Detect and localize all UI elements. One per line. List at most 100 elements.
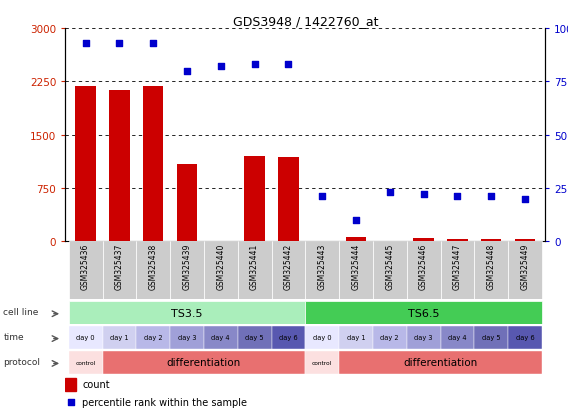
Bar	[441, 326, 474, 349]
Bar	[407, 242, 441, 299]
Bar	[102, 242, 136, 299]
Text: day 4: day 4	[211, 335, 230, 341]
Text: GSM325444: GSM325444	[352, 243, 361, 290]
Title: GDS3948 / 1422760_at: GDS3948 / 1422760_at	[232, 15, 378, 28]
Text: GSM325436: GSM325436	[81, 243, 90, 290]
Text: differentiation: differentiation	[403, 357, 478, 368]
Bar	[407, 326, 441, 349]
Bar	[306, 326, 339, 349]
Bar	[346, 238, 366, 242]
Bar	[69, 351, 102, 374]
Text: GSM325448: GSM325448	[487, 243, 496, 290]
Text: day 0: day 0	[76, 335, 95, 341]
Bar	[515, 240, 535, 242]
Text: GSM325446: GSM325446	[419, 243, 428, 290]
Text: control: control	[312, 360, 332, 365]
Text: day 1: day 1	[346, 335, 365, 341]
Bar	[306, 242, 339, 299]
Text: time: time	[3, 332, 24, 341]
Text: day 2: day 2	[144, 335, 162, 341]
Text: TS6.5: TS6.5	[408, 308, 440, 318]
Text: GSM325437: GSM325437	[115, 243, 124, 290]
Point	[318, 194, 327, 200]
Text: GSM325445: GSM325445	[385, 243, 394, 290]
Bar	[339, 351, 542, 374]
Bar	[177, 165, 197, 242]
Text: day 3: day 3	[414, 335, 433, 341]
Bar	[204, 326, 237, 349]
Text: day 5: day 5	[482, 335, 500, 341]
Bar	[237, 326, 272, 349]
Text: GSM325439: GSM325439	[182, 243, 191, 290]
Point	[453, 194, 462, 200]
Point	[520, 196, 529, 202]
Point	[115, 40, 124, 47]
Point	[385, 190, 394, 196]
Point	[216, 64, 225, 71]
Bar	[447, 240, 467, 242]
Bar	[170, 242, 204, 299]
Bar	[306, 351, 339, 374]
Bar	[508, 242, 542, 299]
Text: day 0: day 0	[313, 335, 332, 341]
Bar	[339, 242, 373, 299]
Bar	[136, 242, 170, 299]
Text: day 6: day 6	[279, 335, 298, 341]
Bar	[143, 87, 164, 242]
Bar	[204, 242, 237, 299]
Bar	[109, 90, 130, 242]
Bar	[474, 242, 508, 299]
Bar	[481, 240, 502, 242]
Text: day 5: day 5	[245, 335, 264, 341]
Text: cell line: cell line	[3, 307, 39, 316]
Point	[419, 192, 428, 198]
Bar	[441, 242, 474, 299]
Bar	[170, 326, 204, 349]
Bar	[306, 301, 542, 324]
Point	[284, 62, 293, 69]
Bar	[373, 242, 407, 299]
Bar	[244, 157, 265, 242]
Bar	[373, 326, 407, 349]
Text: TS3.5: TS3.5	[171, 308, 203, 318]
Bar	[102, 351, 306, 374]
Point	[81, 40, 90, 47]
Bar	[339, 326, 373, 349]
Text: percentile rank within the sample: percentile rank within the sample	[82, 397, 247, 407]
Text: protocol: protocol	[3, 357, 40, 366]
Bar	[69, 326, 102, 349]
Point	[66, 399, 75, 406]
Bar	[278, 158, 299, 242]
Bar	[237, 242, 272, 299]
Point	[487, 194, 496, 200]
Point	[149, 40, 158, 47]
Text: GSM325441: GSM325441	[250, 243, 259, 290]
Text: day 4: day 4	[448, 335, 467, 341]
Text: differentiation: differentiation	[167, 357, 241, 368]
Text: count: count	[82, 380, 110, 389]
Point	[182, 68, 191, 75]
Text: day 3: day 3	[178, 335, 197, 341]
Text: day 2: day 2	[381, 335, 399, 341]
Bar	[69, 301, 306, 324]
Text: control: control	[76, 360, 96, 365]
Text: GSM325443: GSM325443	[318, 243, 327, 290]
Text: GSM325440: GSM325440	[216, 243, 225, 290]
Text: GSM325447: GSM325447	[453, 243, 462, 290]
Bar	[76, 87, 96, 242]
Bar	[272, 326, 306, 349]
Point	[250, 62, 259, 69]
Text: day 6: day 6	[516, 335, 534, 341]
Bar	[414, 238, 434, 242]
Bar	[102, 326, 136, 349]
Bar	[136, 326, 170, 349]
Text: GSM325442: GSM325442	[284, 243, 293, 290]
Bar	[474, 326, 508, 349]
Bar	[272, 242, 306, 299]
Point	[352, 217, 361, 224]
Text: GSM325438: GSM325438	[149, 243, 158, 290]
Bar	[69, 242, 102, 299]
Text: day 1: day 1	[110, 335, 128, 341]
Bar	[508, 326, 542, 349]
Text: GSM325449: GSM325449	[520, 243, 529, 290]
